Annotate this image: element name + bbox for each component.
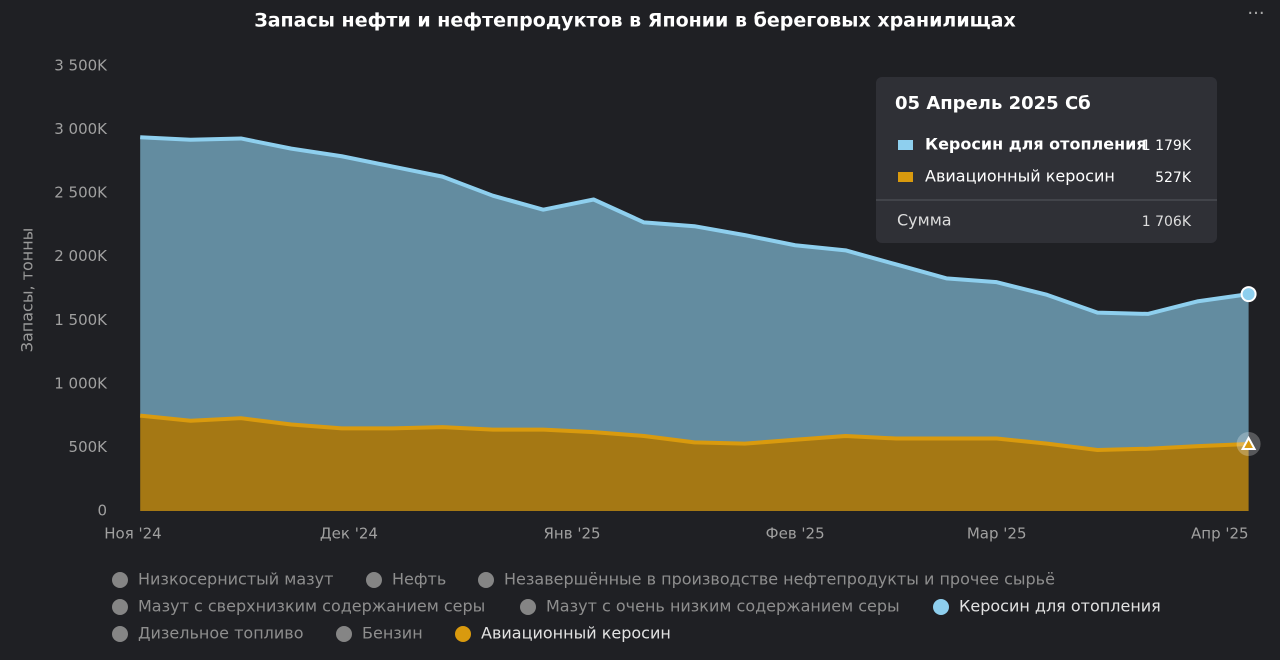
tooltip-box [876,77,1217,243]
x-tick-label: Апр '25 [1191,525,1249,543]
legend-marker [112,626,128,642]
legend-item[interactable]: Авиационный керосин [455,624,671,643]
x-tick-label: Дек '24 [320,525,378,543]
legend-marker [112,572,128,588]
legend-label: Авиационный керосин [481,624,671,643]
legend-marker [455,626,471,642]
tooltip-swatch [898,140,913,150]
tooltip-date: 05 Апрель 2025 Сб [895,93,1091,114]
hover-marker [1240,435,1257,450]
legend-item[interactable]: Дизельное топливо [112,624,304,643]
tooltip-total-label: Сумма [897,211,952,230]
legend-label: Незавершённые в производстве нефтепродук… [504,570,1055,589]
x-tick-label: Фев '25 [766,525,825,543]
tooltip-swatch [898,172,913,182]
hover-marker [1240,286,1257,303]
tooltip-value: 527K [1155,170,1192,186]
y-tick-label: 1 000K [54,374,108,392]
legend-marker [366,572,382,588]
tooltip-series: Керосин для отопления [925,135,1147,154]
legend-item[interactable]: Нефть [366,570,446,589]
area-line [139,413,1249,452]
legend-item[interactable]: Незавершённые в производстве нефтепродук… [478,570,1055,589]
y-tick-label: 0 [97,502,107,520]
tooltip-value: 1 179K [1142,138,1192,154]
tooltip-series: Авиационный керосин [925,167,1115,186]
y-tick-label: 1 500K [54,311,108,329]
y-tick-label: 3 500K [54,57,108,75]
legend-item[interactable]: Низкосернистый мазут [112,570,333,589]
x-tick-label: Янв '25 [544,525,601,543]
legend-label: Низкосернистый мазут [138,570,333,589]
legend-marker [933,599,949,615]
y-tick-label: 500K [69,438,109,456]
legend-item[interactable]: Мазут с очень низким содержанием серы [520,597,900,616]
area-fill [140,137,1249,450]
x-tick-label: Ноя '24 [104,525,161,543]
y-tick-label: 3 000K [54,120,108,138]
legend-label: Дизельное топливо [138,624,304,643]
area-line [140,135,1249,316]
legend-marker [520,599,536,615]
legend-marker [336,626,352,642]
y-axis-label: Запасы, тонны [18,228,37,353]
y-tick-label: 2 500K [54,184,108,202]
chart-title: Запасы нефти и нефтепродуктов в Японии в… [254,10,1016,32]
legend-item[interactable]: Керосин для отопления [933,597,1161,616]
legend-marker [112,599,128,615]
legend-label: Керосин для отопления [959,597,1161,616]
tooltip-total: 1 706K [1142,214,1192,230]
legend-label: Мазут с очень низким содержанием серы [546,597,900,616]
legend-marker [478,572,494,588]
menu-icon[interactable]: ··· [1247,3,1264,24]
legend-label: Бензин [362,624,423,643]
x-tick-label: Мар '25 [967,525,1027,543]
legend-item[interactable]: Мазут с сверхнизким содержанием серы [112,597,485,616]
legend-label: Нефть [392,570,446,589]
legend-item[interactable]: Бензин [336,624,423,643]
legend-label: Мазут с сверхнизким содержанием серы [138,597,485,616]
y-tick-label: 2 000K [54,247,108,265]
